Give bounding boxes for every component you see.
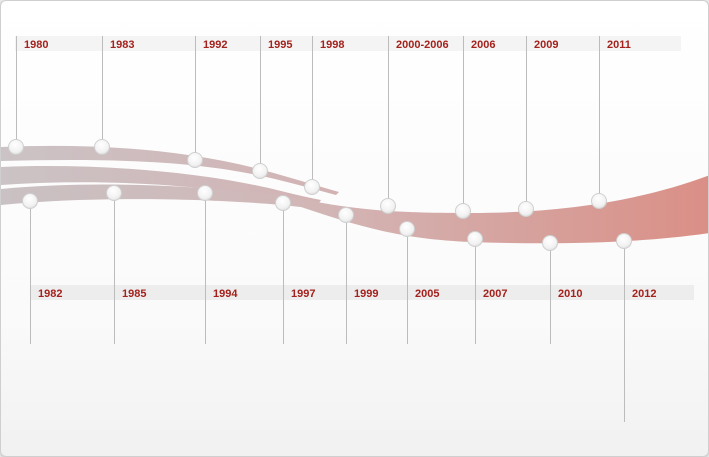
year-label-1980[interactable]: 1980	[24, 39, 49, 51]
year-label-2012[interactable]: 2012	[632, 288, 657, 300]
top-label-band	[15, 36, 681, 51]
bottom-label-band	[30, 285, 694, 300]
year-label-1998[interactable]: 1998	[320, 39, 345, 51]
timeline-node[interactable]	[467, 231, 483, 247]
timeline-nodes	[8, 139, 632, 251]
timeline-node[interactable]	[187, 152, 203, 168]
year-label-2006[interactable]: 2006	[471, 39, 496, 51]
year-label-1983[interactable]: 1983	[110, 39, 135, 51]
timeline-node[interactable]	[8, 139, 24, 155]
timeline-node[interactable]	[197, 185, 213, 201]
connector-lines	[16, 36, 625, 422]
timeline-node[interactable]	[106, 185, 122, 201]
timeline-node[interactable]	[304, 179, 320, 195]
year-label-1999[interactable]: 1999	[354, 288, 379, 300]
timeline-node[interactable]	[399, 221, 415, 237]
timeline-node[interactable]	[94, 139, 110, 155]
timeline-node[interactable]	[591, 193, 607, 209]
timeline-node[interactable]	[542, 235, 558, 251]
year-label-2009[interactable]: 2009	[534, 39, 559, 51]
year-label-1995[interactable]: 1995	[268, 39, 293, 51]
year-label-1997[interactable]: 1997	[291, 288, 316, 300]
timeline-node[interactable]	[252, 163, 268, 179]
year-label-2000-2006[interactable]: 2000-2006	[396, 39, 449, 51]
timeline-node[interactable]	[455, 203, 471, 219]
ribbon-main	[1, 175, 708, 244]
year-label-1982[interactable]: 1982	[38, 288, 63, 300]
timeline-node[interactable]	[275, 195, 291, 211]
year-label-2010[interactable]: 2010	[558, 288, 583, 300]
ribbon-strand-upper	[1, 145, 339, 195]
timeline-node[interactable]	[22, 193, 38, 209]
year-label-2011[interactable]: 2011	[607, 39, 631, 51]
year-label-2007[interactable]: 2007	[483, 288, 508, 300]
year-label-2005[interactable]: 2005	[415, 288, 440, 300]
year-label-1985[interactable]: 1985	[122, 288, 147, 300]
timeline-node[interactable]	[380, 198, 396, 214]
timeline-node[interactable]	[338, 207, 354, 223]
timeline-node[interactable]	[518, 201, 534, 217]
ribbon-strand-middle	[1, 166, 321, 203]
year-label-1992[interactable]: 1992	[203, 39, 228, 51]
timeline-node[interactable]	[616, 233, 632, 249]
year-label-1994[interactable]: 1994	[213, 288, 238, 300]
